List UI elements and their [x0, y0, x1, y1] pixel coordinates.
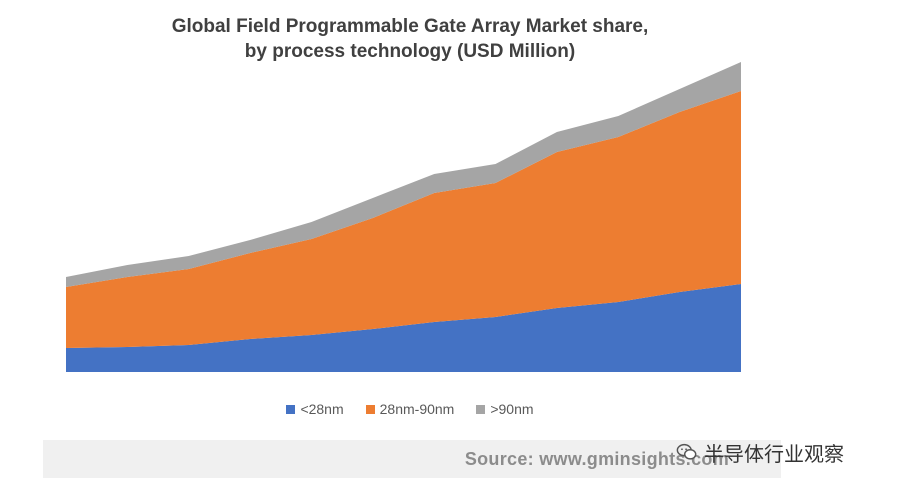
legend-swatch-gt90 — [476, 404, 486, 414]
source-bar: Source: www.gminsights.com — [43, 440, 781, 478]
chart-title-line-2: by process technology (USD Million) — [244, 41, 576, 62]
area-series-lt28nm — [66, 284, 741, 372]
chart-title-line-1: Global Field Programmable Gate Array Mar… — [171, 16, 649, 37]
legend-item-lt28: <28nm — [286, 401, 344, 417]
legend-swatch-28-90 — [365, 404, 375, 414]
legend-label-lt28: <28nm — [300, 401, 344, 417]
watermark: 半导体行业观察 — [676, 437, 844, 467]
source-text: Source: www.gminsights.com — [464, 449, 729, 469]
area-series-28nm-90nm — [66, 91, 741, 348]
watermark-text: 半导体行业观察 — [704, 443, 844, 466]
legend-item-gt90: >90nm — [476, 401, 534, 417]
chart-legend: <28nm 28nm-90nm >90nm — [0, 401, 820, 417]
legend-label-28-90: 28nm-90nm — [379, 401, 455, 417]
wechat-icon — [676, 443, 697, 460]
legend-label-gt90: >90nm — [490, 401, 534, 417]
legend-item-28-90: 28nm-90nm — [365, 401, 455, 417]
area-series-gt90nm — [66, 62, 741, 287]
legend-swatch-lt28 — [286, 404, 296, 414]
chart-title: Global Field Programmable Gate Array Mar… — [0, 14, 820, 64]
